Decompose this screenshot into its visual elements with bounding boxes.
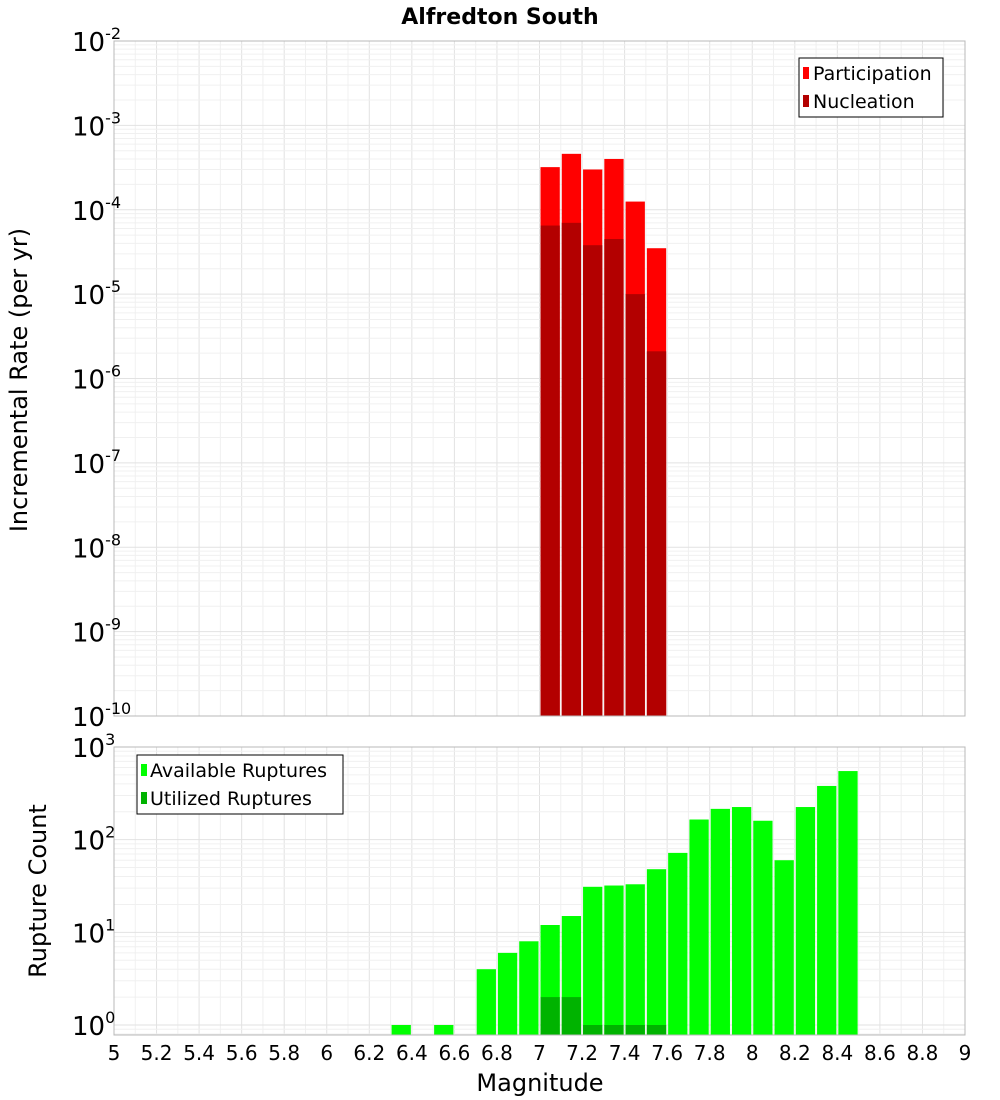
x-tick-label: 5 (108, 1041, 121, 1065)
x-tick-label: 6.6 (438, 1041, 470, 1065)
x-tick-label: 6 (320, 1041, 333, 1065)
bottom-legend-box (136, 754, 344, 815)
x-tick-label: 8 (746, 1041, 759, 1065)
bottom-bar-available-ruptures (731, 807, 752, 1035)
bottom-y-tick-label: 100 (72, 1008, 115, 1042)
top-bar-nucleation (646, 351, 667, 716)
bottom-bar-available-ruptures (434, 1025, 454, 1035)
bottom-bar-available-ruptures (476, 969, 496, 1035)
top-bar-nucleation (625, 294, 645, 716)
bottom-bar-utilized-ruptures (561, 997, 582, 1035)
bottom-bar-available-ruptures (391, 1025, 411, 1035)
x-tick-label: 6.8 (481, 1041, 513, 1065)
x-tick-label: 7.4 (609, 1041, 641, 1065)
top-bar-nucleation (540, 225, 560, 716)
x-tick-label: 8.2 (779, 1041, 811, 1065)
x-tick-label: 8.4 (821, 1041, 853, 1065)
bottom-bar-available-ruptures (710, 808, 730, 1035)
top-y-tick-label: 10-7 (72, 446, 121, 480)
bottom-y-tick-label: 102 (72, 823, 115, 857)
top-y-tick-label: 10-5 (72, 277, 121, 311)
bottom-bar-available-ruptures (625, 884, 645, 1035)
x-tick-label: 8.6 (864, 1041, 896, 1065)
bottom-bar-utilized-ruptures (604, 1025, 624, 1035)
bottom-bar-available-ruptures (497, 952, 518, 1035)
bottom-bar-available-ruptures (668, 852, 688, 1035)
x-tick-label: 7 (533, 1041, 546, 1065)
top-y-tick-label: 10-6 (72, 362, 121, 396)
bottom-legend: Available Ruptures Utilized Ruptures (136, 754, 344, 815)
top-legend-box (798, 57, 944, 118)
x-axis-label: Magnitude (476, 1069, 603, 1097)
top-plot-frame (113, 40, 966, 717)
top-y-tick-label: 10-10 (72, 699, 131, 733)
bottom-bar-available-ruptures (838, 771, 858, 1035)
top-bar-nucleation (604, 239, 624, 716)
bottom-bar-utilized-ruptures (583, 1025, 603, 1035)
top-bar-nucleation (583, 245, 603, 717)
top-bar-nucleation (561, 222, 582, 716)
legend-swatch-utilized (141, 792, 147, 804)
legend-label-available: Available Ruptures (150, 760, 327, 782)
top-y-tick-label: 10-2 (72, 24, 121, 58)
x-tick-label: 6.4 (396, 1041, 428, 1065)
bottom-bar-available-ruptures (604, 885, 624, 1035)
bottom-bar-available-ruptures (774, 860, 794, 1035)
x-tick-label: 5.8 (268, 1041, 300, 1065)
legend-swatch-nucleation (803, 95, 809, 107)
bottom-bar-utilized-ruptures (625, 1025, 645, 1035)
legend-swatch-available (141, 764, 147, 776)
bottom-bar-utilized-ruptures (646, 1025, 667, 1035)
bottom-bar-available-ruptures (795, 807, 816, 1035)
x-tick-label: 5.6 (226, 1041, 258, 1065)
top-y-tick-label: 10-4 (72, 193, 121, 227)
x-tick-label: 7.8 (694, 1041, 726, 1065)
legend-label-utilized: Utilized Ruptures (150, 788, 312, 810)
top-legend: Participation Nucleation (798, 57, 944, 118)
x-tick-label: 5.4 (183, 1041, 215, 1065)
x-tick-label: 5.2 (141, 1041, 173, 1065)
top-plot: 10-2 10-3 10-4 10-5 10-6 10-7 10-8 10-9 10-10 In… (5, 24, 966, 733)
bottom-y-tick-label: 101 (72, 915, 115, 949)
bottom-bar-utilized-ruptures (540, 997, 560, 1035)
bottom-y-axis-label: Rupture Count (24, 804, 52, 978)
top-y-tick-label: 10-3 (72, 108, 121, 142)
bottom-plot-frame (113, 746, 966, 1036)
legend-swatch-participation (803, 67, 809, 79)
bottom-x-ticks: 5 5.2 5.4 5.6 5.8 6 6.2 6.4 6.6 6.8 7 7.2 7.4 7.6 7.8 8… (108, 1041, 972, 1065)
top-grid (114, 41, 965, 716)
bottom-bars (391, 771, 858, 1035)
x-tick-label: 7.6 (651, 1041, 683, 1065)
x-tick-label: 8.8 (907, 1041, 939, 1065)
bottom-bar-available-ruptures (753, 820, 773, 1035)
top-y-tick-label: 10-9 (72, 615, 121, 649)
top-y-ticks: 10-2 10-3 10-4 10-5 10-6 10-7 10-8 10-9 10-10 (72, 24, 131, 733)
bottom-y-ticks: 103 102 101 100 (72, 730, 115, 1042)
bottom-plot: 103 102 101 100 5 5.2 5.4 5.6 5.8 6 6.2 6.4 6.6 6.8 7… (24, 730, 971, 1097)
legend-label-participation: Participation (813, 63, 932, 85)
top-y-axis-label: Incremental Rate (per yr) (5, 228, 33, 532)
bottom-bar-available-ruptures (689, 819, 709, 1035)
top-bars (540, 153, 667, 717)
bottom-bar-available-ruptures (519, 941, 539, 1035)
x-tick-label: 6.2 (353, 1041, 385, 1065)
bottom-y-tick-label: 103 (72, 730, 115, 764)
x-tick-label: 7.2 (566, 1041, 598, 1065)
x-tick-label: 9 (959, 1041, 972, 1065)
bottom-bar-available-ruptures (646, 869, 667, 1035)
bottom-bar-available-ruptures (817, 785, 837, 1035)
legend-label-nucleation: Nucleation (813, 91, 915, 113)
chart-title: Alfredton South (401, 5, 598, 30)
bottom-bar-available-ruptures (583, 886, 603, 1035)
top-y-tick-label: 10-8 (72, 530, 121, 564)
